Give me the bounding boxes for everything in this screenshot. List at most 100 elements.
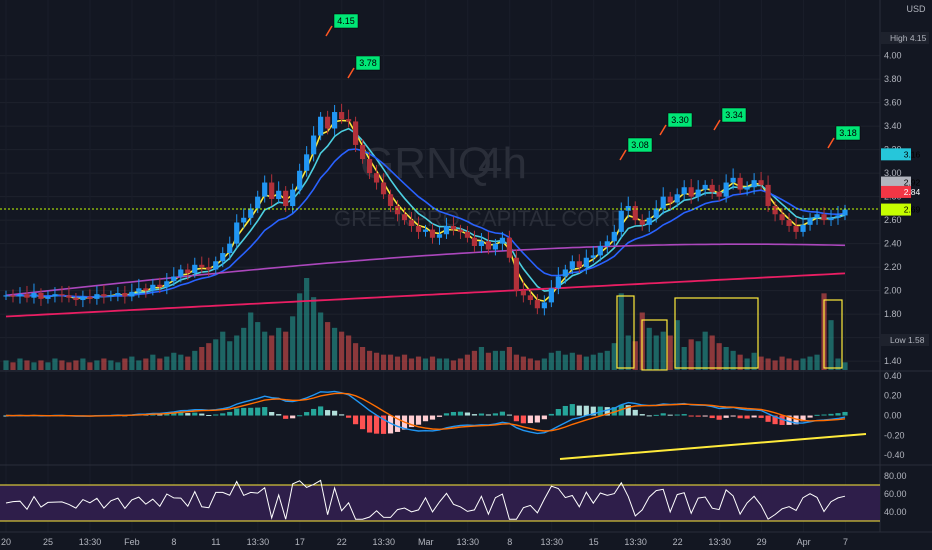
candle-body [311,135,317,155]
candle-body [87,296,93,299]
price-candles [3,103,848,316]
time-axis[interactable]: 20 25 13:30 Feb 8 11 13:30 17 22 13:30 Mar 13:30 8 13… [1,537,848,547]
volume-bar [415,356,422,370]
macd-histogram-bar [835,413,841,416]
price-tick-label: 4.00 [884,51,902,61]
candle-body [164,281,170,288]
candle-body [31,292,37,298]
candle-body [737,177,743,190]
macd-axis[interactable]: 0.40 0.20 0.00 -0.20 -0.40 [884,371,905,460]
callout-pointer [325,25,333,37]
candle-body [450,226,457,230]
volume-bar [304,278,310,370]
candle-body [241,217,247,223]
rsi-axis[interactable]: 80.00 60.00 40.00 [884,471,907,517]
candle-body [513,257,519,291]
volume-bar [129,356,135,370]
candle-body [800,224,806,232]
macd-histogram-bar [513,415,519,422]
price-tick-label: 2.40 [884,239,902,249]
volume-bar [143,358,149,370]
volume-bar [157,358,163,370]
candle-body [401,214,408,221]
rsi-line [5,479,846,520]
price-tag-box [881,148,911,161]
macd-histogram-bar [800,415,806,422]
candle-body [814,214,820,218]
volume-bar [359,347,366,370]
macd-histogram-bar [457,411,464,416]
candle-body [269,182,275,199]
price-tick-label: 1.40 [884,356,902,366]
candle-body [681,187,687,195]
candle-body [744,187,750,190]
candle-body [45,296,51,299]
macd-histogram-bar [597,406,603,416]
candle-body [821,214,827,221]
volume-bar [248,312,254,370]
volume-bar [269,335,275,370]
macd-histogram-bar [485,414,492,416]
volume-bar [604,350,610,370]
volume-bar [199,347,205,370]
macd-histogram-bar [387,415,394,434]
candle-body [234,222,240,244]
macd-histogram-bar [227,411,233,416]
macd-histogram-bar [590,406,596,416]
macd-histogram-bar [709,415,715,419]
macd-histogram-bar [464,412,471,416]
rsi-tick-label: 80.00 [884,471,907,481]
macd-histogram-bar [471,414,478,416]
candle-body [66,295,72,298]
candle-body [478,241,485,246]
macd-histogram-bar [408,415,415,428]
macd-histogram-bar [779,415,785,425]
candle-body [527,295,533,301]
rsi-pane [0,479,880,522]
volume-bar [171,352,177,370]
macd-histogram-bar [821,414,827,416]
candle-body [59,294,65,296]
volume-bar [506,347,512,370]
volume-bar [387,354,394,370]
macd-tick-label: 0.40 [884,371,902,381]
volume-highlight-box [674,297,759,369]
candle-body [534,300,540,309]
macd-histogram-bar [744,415,750,419]
macd-histogram-bar [241,407,247,416]
candle-body [408,220,415,227]
time-tick-label: 13:30 [624,537,647,547]
time-tick-label: 13:30 [373,537,396,547]
macd-histogram-bar [171,413,177,416]
volume-bar [814,354,820,370]
macd-histogram-bar [562,405,568,416]
volume-bar [38,360,44,370]
macd-histogram-bar [814,414,820,416]
candle-body [255,196,261,209]
time-tick-label: 8 [507,537,512,547]
callout-label: 3.18 [839,128,857,138]
candle-body [576,261,582,268]
volume-bar [520,356,526,370]
callout-label: 4.15 [337,16,355,26]
macd-histogram-bar [555,409,561,416]
macd-histogram-bar [625,405,631,416]
macd-histogram-bar [730,415,736,417]
macd-histogram-bar [255,407,261,416]
macd-histogram-bar [653,414,659,416]
volume-bar [492,350,499,370]
candle-body [143,288,149,291]
candle-body [185,269,191,274]
volume-bar [408,358,415,370]
volume-bar [339,331,345,370]
candle-body [625,206,631,211]
volume-bar [695,341,701,370]
macd-histogram-bar [842,411,848,416]
ema-pink-line [5,272,846,318]
volume-bar [786,358,792,370]
candle-body [290,189,296,207]
time-tick-label: Apr [797,537,811,547]
macd-histogram-bar [373,415,380,434]
volume-bar [625,335,631,370]
